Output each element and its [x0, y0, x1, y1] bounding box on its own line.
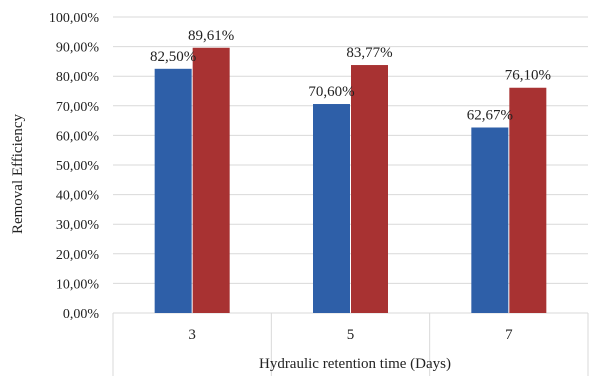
- y-tick-label: 0,00%: [63, 307, 100, 322]
- y-tick-label: 100,00%: [49, 11, 100, 26]
- y-tick-label: 50,00%: [56, 159, 100, 174]
- x-tick-labels: 3 5 7: [188, 327, 513, 343]
- bar: [471, 127, 509, 314]
- axis-frame: [112, 313, 589, 376]
- gridlines: [113, 16, 588, 314]
- data-label: 89,61%: [188, 28, 234, 44]
- bar: [313, 104, 350, 313]
- x-axis-title: Hydraulic retention time (Days): [259, 356, 451, 372]
- y-tick-label: 70,00%: [56, 100, 100, 115]
- y-tick-label: 60,00%: [56, 129, 100, 144]
- data-label: 70,60%: [308, 84, 354, 100]
- data-label: 83,77%: [346, 45, 392, 61]
- data-label: 62,67%: [467, 107, 513, 123]
- data-label: 82,50%: [150, 49, 196, 65]
- y-tick-label: 20,00%: [56, 248, 100, 263]
- data-labels: 82,50% 89,61% 70,60% 83,77% 62,67% 76,10%: [150, 28, 551, 124]
- y-tick-label: 90,00%: [56, 41, 100, 56]
- y-tick-label: 30,00%: [56, 218, 100, 233]
- data-label: 76,10%: [505, 68, 551, 84]
- y-tick-label: 40,00%: [56, 189, 100, 204]
- bar: [351, 65, 388, 313]
- y-tick-labels: 0,00% 10,00% 20,00% 30,00% 40,00% 50,00% 60,00…: [49, 11, 100, 322]
- y-tick-label: 80,00%: [56, 70, 100, 85]
- y-tick-label: 10,00%: [56, 277, 100, 292]
- bar: [509, 87, 547, 313]
- y-axis-title: Removal Efficiency: [10, 113, 26, 234]
- bar: [154, 68, 192, 313]
- bar: [192, 47, 230, 314]
- x-tick-label: 3: [188, 327, 196, 343]
- x-tick-label: 7: [505, 327, 513, 343]
- bars: [154, 47, 547, 314]
- x-tick-label: 5: [347, 327, 355, 343]
